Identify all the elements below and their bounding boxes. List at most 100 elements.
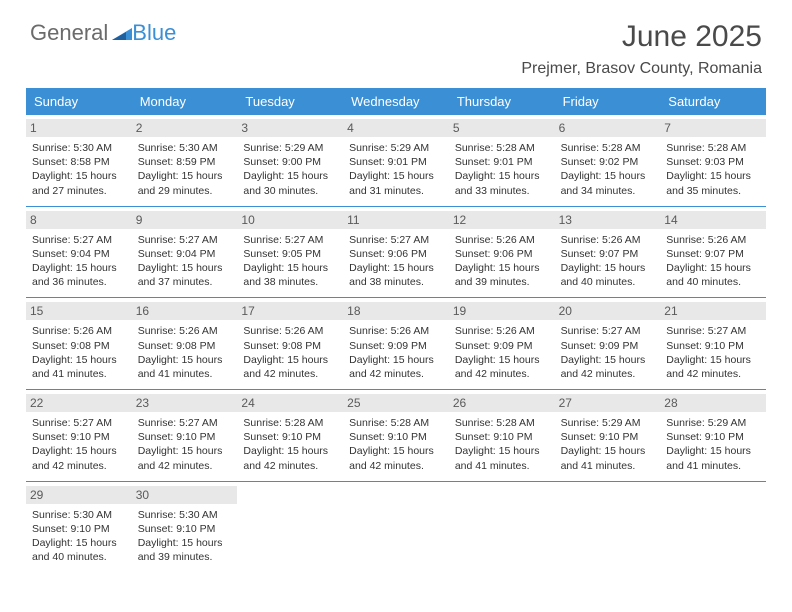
daylight-text-1: Daylight: 15 hours <box>455 261 549 275</box>
sunrise-text: Sunrise: 5:30 AM <box>32 508 126 522</box>
sunrise-text: Sunrise: 5:28 AM <box>455 141 549 155</box>
day-info: Sunrise: 5:26 AMSunset: 9:09 PMDaylight:… <box>455 324 549 381</box>
day-header-cell: Tuesday <box>237 88 343 115</box>
daylight-text-2: and 41 minutes. <box>138 367 232 381</box>
sunrise-text: Sunrise: 5:27 AM <box>138 416 232 430</box>
page-header: General Blue June 2025 Prejmer, Brasov C… <box>0 0 792 88</box>
daylight-text-2: and 33 minutes. <box>455 184 549 198</box>
daylight-text-1: Daylight: 15 hours <box>32 444 126 458</box>
day-info: Sunrise: 5:30 AMSunset: 9:10 PMDaylight:… <box>138 508 232 565</box>
daylight-text-2: and 39 minutes. <box>138 550 232 564</box>
sunrise-text: Sunrise: 5:26 AM <box>243 324 337 338</box>
day-info: Sunrise: 5:29 AMSunset: 9:10 PMDaylight:… <box>561 416 655 473</box>
day-info: Sunrise: 5:28 AMSunset: 9:10 PMDaylight:… <box>455 416 549 473</box>
sunrise-text: Sunrise: 5:27 AM <box>243 233 337 247</box>
logo-triangle-icon <box>112 20 132 46</box>
sunrise-text: Sunrise: 5:30 AM <box>32 141 126 155</box>
daylight-text-2: and 41 minutes. <box>561 459 655 473</box>
sunset-text: Sunset: 9:01 PM <box>349 155 443 169</box>
day-cell: 29 Sunrise: 5:30 AMSunset: 9:10 PMDayligh… <box>26 482 132 573</box>
sunset-text: Sunset: 9:10 PM <box>138 522 232 536</box>
day-cell: 22 Sunrise: 5:27 AMSunset: 9:10 PMDayligh… <box>26 390 132 481</box>
sunset-text: Sunset: 9:10 PM <box>561 430 655 444</box>
day-cell: 2Sunrise: 5:30 AMSunset: 8:59 PMDaylight… <box>132 115 238 206</box>
day-number: 9 <box>132 211 238 229</box>
daylight-text-2: and 29 minutes. <box>138 184 232 198</box>
day-number: 7 <box>660 119 766 137</box>
day-number: 29 <box>26 486 132 504</box>
day-info: Sunrise: 5:26 AMSunset: 9:08 PMDaylight:… <box>32 324 126 381</box>
sunrise-text: Sunrise: 5:26 AM <box>349 324 443 338</box>
day-cell <box>555 482 661 573</box>
day-number: 18 <box>343 302 449 320</box>
weeks-container: 1Sunrise: 5:30 AMSunset: 8:58 PMDaylight… <box>26 115 766 572</box>
daylight-text-2: and 36 minutes. <box>32 275 126 289</box>
day-info: Sunrise: 5:29 AMSunset: 9:00 PMDaylight:… <box>243 141 337 198</box>
sunset-text: Sunset: 8:59 PM <box>138 155 232 169</box>
day-cell: 7Sunrise: 5:28 AMSunset: 9:03 PMDaylight… <box>660 115 766 206</box>
sunrise-text: Sunrise: 5:26 AM <box>32 324 126 338</box>
sunset-text: Sunset: 9:10 PM <box>349 430 443 444</box>
sunrise-text: Sunrise: 5:26 AM <box>455 324 549 338</box>
day-info: Sunrise: 5:28 AMSunset: 9:02 PMDaylight:… <box>561 141 655 198</box>
sunset-text: Sunset: 8:58 PM <box>32 155 126 169</box>
sunset-text: Sunset: 9:06 PM <box>349 247 443 261</box>
daylight-text-2: and 27 minutes. <box>32 184 126 198</box>
sunrise-text: Sunrise: 5:27 AM <box>32 416 126 430</box>
day-info: Sunrise: 5:27 AMSunset: 9:10 PMDaylight:… <box>138 416 232 473</box>
sunset-text: Sunset: 9:09 PM <box>349 339 443 353</box>
daylight-text-1: Daylight: 15 hours <box>666 261 760 275</box>
sunset-text: Sunset: 9:02 PM <box>561 155 655 169</box>
sunset-text: Sunset: 9:03 PM <box>666 155 760 169</box>
day-number: 22 <box>26 394 132 412</box>
day-info: Sunrise: 5:30 AMSunset: 8:59 PMDaylight:… <box>138 141 232 198</box>
day-info: Sunrise: 5:27 AMSunset: 9:05 PMDaylight:… <box>243 233 337 290</box>
day-info: Sunrise: 5:30 AMSunset: 9:10 PMDaylight:… <box>32 508 126 565</box>
day-info: Sunrise: 5:26 AMSunset: 9:07 PMDaylight:… <box>561 233 655 290</box>
sunset-text: Sunset: 9:10 PM <box>138 430 232 444</box>
week-row: 22Sunrise: 5:27 AMSunset: 9:10 PMDayligh… <box>26 390 766 482</box>
daylight-text-1: Daylight: 15 hours <box>138 261 232 275</box>
sunset-text: Sunset: 9:04 PM <box>138 247 232 261</box>
day-number: 8 <box>26 211 132 229</box>
sunset-text: Sunset: 9:10 PM <box>243 430 337 444</box>
daylight-text-1: Daylight: 15 hours <box>243 444 337 458</box>
day-info: Sunrise: 5:28 AMSunset: 9:10 PMDaylight:… <box>349 416 443 473</box>
daylight-text-2: and 42 minutes. <box>243 367 337 381</box>
sunrise-text: Sunrise: 5:26 AM <box>561 233 655 247</box>
daylight-text-1: Daylight: 15 hours <box>666 353 760 367</box>
day-number: 6 <box>555 119 661 137</box>
sunset-text: Sunset: 9:10 PM <box>32 522 126 536</box>
sunset-text: Sunset: 9:08 PM <box>138 339 232 353</box>
day-header-cell: Saturday <box>660 88 766 115</box>
sunset-text: Sunset: 9:07 PM <box>666 247 760 261</box>
daylight-text-2: and 42 minutes. <box>32 459 126 473</box>
daylight-text-2: and 40 minutes. <box>561 275 655 289</box>
daylight-text-2: and 39 minutes. <box>455 275 549 289</box>
sunrise-text: Sunrise: 5:29 AM <box>349 141 443 155</box>
sunrise-text: Sunrise: 5:27 AM <box>32 233 126 247</box>
sunset-text: Sunset: 9:04 PM <box>32 247 126 261</box>
day-number: 1 <box>26 119 132 137</box>
day-number: 10 <box>237 211 343 229</box>
sunrise-text: Sunrise: 5:30 AM <box>138 141 232 155</box>
day-info: Sunrise: 5:28 AMSunset: 9:01 PMDaylight:… <box>455 141 549 198</box>
day-cell <box>343 482 449 573</box>
day-cell <box>449 482 555 573</box>
day-cell: 1Sunrise: 5:30 AMSunset: 8:58 PMDaylight… <box>26 115 132 206</box>
sunrise-text: Sunrise: 5:27 AM <box>349 233 443 247</box>
sunrise-text: Sunrise: 5:29 AM <box>666 416 760 430</box>
daylight-text-2: and 42 minutes. <box>561 367 655 381</box>
daylight-text-2: and 38 minutes. <box>349 275 443 289</box>
daylight-text-2: and 37 minutes. <box>138 275 232 289</box>
day-number: 21 <box>660 302 766 320</box>
sunrise-text: Sunrise: 5:28 AM <box>455 416 549 430</box>
sunrise-text: Sunrise: 5:28 AM <box>349 416 443 430</box>
day-cell <box>237 482 343 573</box>
day-cell: 11Sunrise: 5:27 AMSunset: 9:06 PMDayligh… <box>343 207 449 298</box>
day-cell: 3Sunrise: 5:29 AMSunset: 9:00 PMDaylight… <box>237 115 343 206</box>
day-cell: 12Sunrise: 5:26 AMSunset: 9:06 PMDayligh… <box>449 207 555 298</box>
day-info: Sunrise: 5:29 AMSunset: 9:10 PMDaylight:… <box>666 416 760 473</box>
sunset-text: Sunset: 9:10 PM <box>32 430 126 444</box>
daylight-text-1: Daylight: 15 hours <box>455 353 549 367</box>
